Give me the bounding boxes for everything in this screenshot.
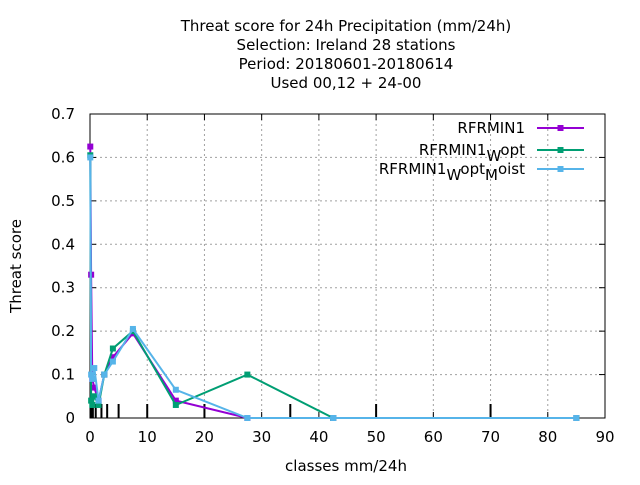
data-point: [88, 397, 95, 404]
data-point: [87, 154, 94, 161]
y-tick-label: 0.6: [51, 148, 75, 166]
data-point: [91, 365, 98, 372]
legend-label: RFRMIN1: [457, 119, 525, 137]
data-point: [95, 397, 102, 404]
data-point: [129, 325, 136, 332]
legend-label-part: RFRMIN1: [457, 119, 525, 137]
chart-title-line: Used 00,12 + 24-00: [271, 74, 422, 92]
data-point: [91, 384, 98, 391]
legend-label-part: oist: [498, 160, 525, 178]
data-point: [88, 371, 95, 378]
data-point: [172, 386, 179, 393]
chart-title-line: Threat score for 24h Precipitation (mm/2…: [180, 17, 512, 35]
data-point: [101, 371, 108, 378]
data-point: [244, 371, 251, 378]
y-axis-label: Threat score: [7, 219, 25, 314]
x-axis-label: classes mm/24h: [285, 457, 407, 475]
y-tick-label: 0.3: [51, 279, 75, 297]
y-tick-label: 0.1: [51, 366, 75, 384]
series-line: [89, 155, 577, 419]
x-tick-label: 10: [138, 428, 157, 446]
plot-frame: [89, 113, 606, 419]
legend-label-part: opt: [500, 141, 525, 159]
x-tick-label: 40: [309, 428, 328, 446]
legend-label: RFRMIN1WoptMoist: [379, 160, 525, 184]
y-tick-label: 0.2: [51, 322, 75, 340]
y-tick-label: 0.5: [51, 192, 75, 210]
x-tick-label: 0: [85, 428, 95, 446]
y-tick-label: 0: [65, 409, 75, 427]
data-point: [109, 358, 116, 365]
series-line: [89, 146, 577, 419]
legend-label-part: W: [486, 147, 501, 165]
y-tick-label: 0.7: [51, 105, 75, 123]
legend-marker: [557, 147, 564, 153]
data-point: [172, 401, 179, 408]
legend-label-part: RFRMIN1: [419, 141, 487, 159]
x-tick-label: 80: [538, 428, 557, 446]
chart-title-line: Selection: Ireland 28 stations: [237, 36, 456, 54]
data-point: [172, 397, 179, 404]
data-point: [89, 401, 96, 408]
x-tick-label: 70: [481, 428, 500, 446]
data-point: [109, 345, 116, 352]
x-tick-label: 90: [595, 428, 614, 446]
data-point: [109, 354, 116, 361]
x-tick-label: 20: [195, 428, 214, 446]
legend-label-part: opt: [460, 160, 485, 178]
data-point: [573, 415, 580, 421]
data-point: [87, 143, 94, 150]
legend-label-part: W: [446, 166, 461, 184]
chart-title-line: Period: 20180601-20180614: [239, 55, 454, 73]
legend-label-part: M: [485, 166, 498, 184]
y-tick-label: 0.4: [51, 235, 75, 253]
legend-label: RFRMIN1Wopt: [419, 141, 525, 165]
data-point: [330, 415, 337, 421]
data-point: [91, 393, 98, 400]
x-tick-label: 50: [367, 428, 386, 446]
data-point: [95, 401, 102, 408]
legend-label-part: RFRMIN1: [379, 160, 447, 178]
x-tick-label: 30: [252, 428, 271, 446]
x-tick-label: 60: [424, 428, 443, 446]
legend-marker: [557, 125, 564, 131]
data-point: [244, 415, 251, 421]
series-line: [89, 157, 577, 419]
data-point: [89, 375, 96, 382]
legend-marker: [557, 166, 564, 172]
